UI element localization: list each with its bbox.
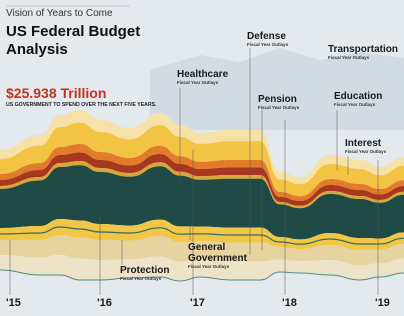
stream-layer — [0, 110, 404, 185]
year-labels: '15 '16 '17 '18 '19 — [6, 297, 390, 309]
title-line-1: US Federal Budget — [6, 23, 140, 40]
category-subtitle: Fiscal Year Outlays — [345, 149, 387, 154]
stream-layer — [0, 144, 404, 201]
category-title: Interest — [345, 138, 382, 149]
category-title: Defense — [247, 31, 286, 42]
total-caption: US GOVERNMENT TO SPEND OVER THE NEXT FIV… — [6, 102, 157, 108]
category-title: Transportation — [328, 44, 398, 55]
stream-layer — [0, 165, 404, 240]
title-line-2: Analysis — [6, 41, 68, 58]
stream-layer — [0, 219, 404, 250]
category-title: Government — [188, 253, 248, 264]
stream-layer — [0, 235, 404, 265]
category-title: Pension — [258, 94, 297, 105]
year-label: '15 — [6, 297, 21, 309]
category-subtitle: Fiscal Year Outlays — [334, 102, 376, 107]
year-label: '17 — [190, 297, 205, 309]
kicker: Vision of Years to Come — [6, 8, 113, 19]
stream-graph — [0, 110, 404, 282]
category-subtitle: Fiscal Year Outlays — [188, 264, 230, 269]
category-labels: Defense Fiscal Year Outlays Transportati… — [120, 31, 398, 281]
total-amount: $25.938 Trillion — [6, 85, 106, 101]
stream-layer — [0, 122, 404, 197]
category-subtitle: Fiscal Year Outlays — [258, 105, 300, 110]
category-subtitle: Fiscal Year Outlays — [177, 80, 219, 85]
backdrop-shape — [150, 48, 404, 130]
year-rules — [9, 48, 379, 295]
year-label: '16 — [97, 297, 112, 309]
stream-layer — [0, 255, 404, 281]
stream-outline — [0, 269, 404, 282]
year-label: '19 — [375, 297, 390, 309]
category-title: Education — [334, 91, 382, 102]
stream-outline — [0, 226, 404, 245]
year-label: '18 — [282, 297, 297, 309]
category-subtitle: Fiscal Year Outlays — [120, 276, 162, 281]
category-title: General — [188, 242, 225, 253]
stream-layer — [0, 152, 404, 206]
category-title: Healthcare — [177, 69, 229, 80]
category-title: Protection — [120, 265, 169, 276]
category-subtitle: Fiscal Year Outlays — [328, 55, 370, 60]
category-subtitle: Fiscal Year Outlays — [247, 42, 289, 47]
